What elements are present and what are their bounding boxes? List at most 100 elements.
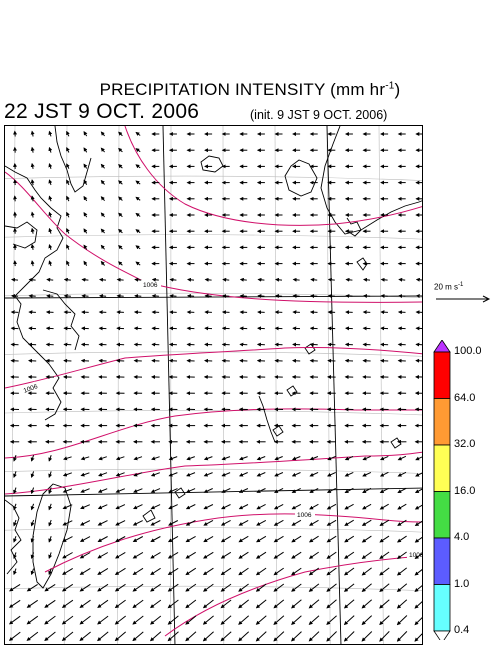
wind-vector [326, 471, 336, 477]
wind-vector [238, 615, 250, 625]
colorbar-segment [433, 537, 451, 585]
wind-vector [185, 551, 196, 559]
wind-vector [150, 520, 161, 526]
wind-vector [185, 599, 197, 609]
wind-vector [62, 567, 73, 575]
colorbar-segment [433, 351, 451, 399]
wind-vector [48, 503, 53, 511]
wind-vector [414, 488, 422, 493]
wind-vector [185, 615, 197, 625]
wind-vector [79, 615, 91, 625]
longitude-line [63, 126, 68, 644]
weather-map: 1006 1006 1006 1008 [4, 125, 423, 645]
isobar-1 [5, 171, 422, 303]
wind-vector [30, 503, 35, 511]
wind-vector [255, 599, 267, 609]
major-latitude-line [5, 487, 422, 497]
wind-vector [63, 456, 72, 461]
wind-vector [100, 147, 105, 153]
wind-vector [274, 456, 283, 461]
wind-vector [343, 583, 355, 592]
wind-vector [168, 472, 178, 477]
wind-vector [114, 583, 126, 592]
wind-vector [291, 599, 302, 609]
wind-vector [291, 519, 302, 526]
wind-vector [273, 631, 285, 642]
island-small-4 [286, 385, 298, 397]
wind-vector [97, 536, 108, 542]
wind-vector [361, 583, 372, 593]
wind-vector [379, 615, 390, 626]
wind-vector [343, 599, 355, 609]
wind-vector [308, 567, 320, 576]
wind-vector [238, 599, 250, 609]
wind-vector [345, 277, 353, 282]
reference-arrow-icon [436, 295, 491, 303]
wind-vector [221, 456, 231, 461]
wind-vector [30, 471, 35, 478]
wind-vector [62, 472, 72, 477]
wind-vector [291, 503, 302, 510]
map-canvas: 1006 1006 1006 1008 [5, 126, 422, 644]
wind-vector [100, 212, 105, 218]
wind-vector [61, 599, 74, 608]
wind-vector [48, 211, 53, 218]
wind-vector [203, 519, 214, 526]
wind-vector [167, 567, 179, 576]
wind-vector [135, 196, 141, 201]
wind-vector [13, 519, 17, 527]
wind-vector [48, 179, 53, 186]
isobar-5 [5, 451, 422, 495]
wind-vector [48, 244, 53, 250]
wind-vector [48, 487, 53, 495]
wind-vector [26, 599, 38, 608]
wind-vector [80, 472, 90, 477]
wind-vector [185, 631, 197, 642]
wind-vector [97, 599, 109, 608]
wind-vector [361, 615, 373, 626]
wind-vector [66, 130, 70, 137]
coastline-fujian [5, 499, 22, 575]
wind-vector [135, 229, 141, 234]
wind-vector [238, 583, 249, 592]
wind-vector [379, 487, 389, 493]
wind-vector [397, 503, 407, 510]
wind-vector [30, 568, 35, 576]
wind-vector [150, 488, 161, 493]
coastline-japan-main [320, 126, 422, 235]
wind-vector [220, 615, 232, 625]
wind-vector [220, 551, 232, 559]
major-latitude-line [5, 295, 422, 299]
wind-vector [48, 130, 53, 137]
wind-vector [134, 277, 142, 282]
wind-vector [202, 599, 214, 609]
wind-vector [83, 147, 88, 153]
wind-vector [273, 503, 284, 510]
wind-vector [415, 472, 422, 477]
wind-vector [185, 535, 196, 543]
wind-vector [135, 148, 141, 153]
colorbar-level-label: 16.0 [454, 484, 476, 497]
colorbar-segment [433, 398, 451, 446]
isobar-4 [5, 408, 422, 459]
wind-vector [273, 535, 284, 543]
wind-vector [150, 615, 162, 625]
wind-vector [66, 195, 70, 202]
wind-vector [97, 615, 109, 625]
wind-vector [135, 180, 141, 185]
wind-vector [100, 179, 105, 185]
wind-vector [48, 163, 53, 169]
wind-vector [44, 631, 56, 642]
wind-vector [361, 519, 372, 526]
isobar-7 [164, 555, 422, 637]
wind-vector [326, 535, 337, 543]
wind-vector [414, 633, 422, 642]
wind-vector [132, 536, 144, 542]
wind-vector [133, 456, 143, 461]
wind-vector [149, 599, 162, 609]
isobar-label: 1006 [297, 512, 312, 519]
longitude-line [326, 126, 331, 644]
wind-vector [379, 599, 390, 609]
wind-vector [83, 131, 88, 137]
wind-vector [239, 277, 247, 282]
